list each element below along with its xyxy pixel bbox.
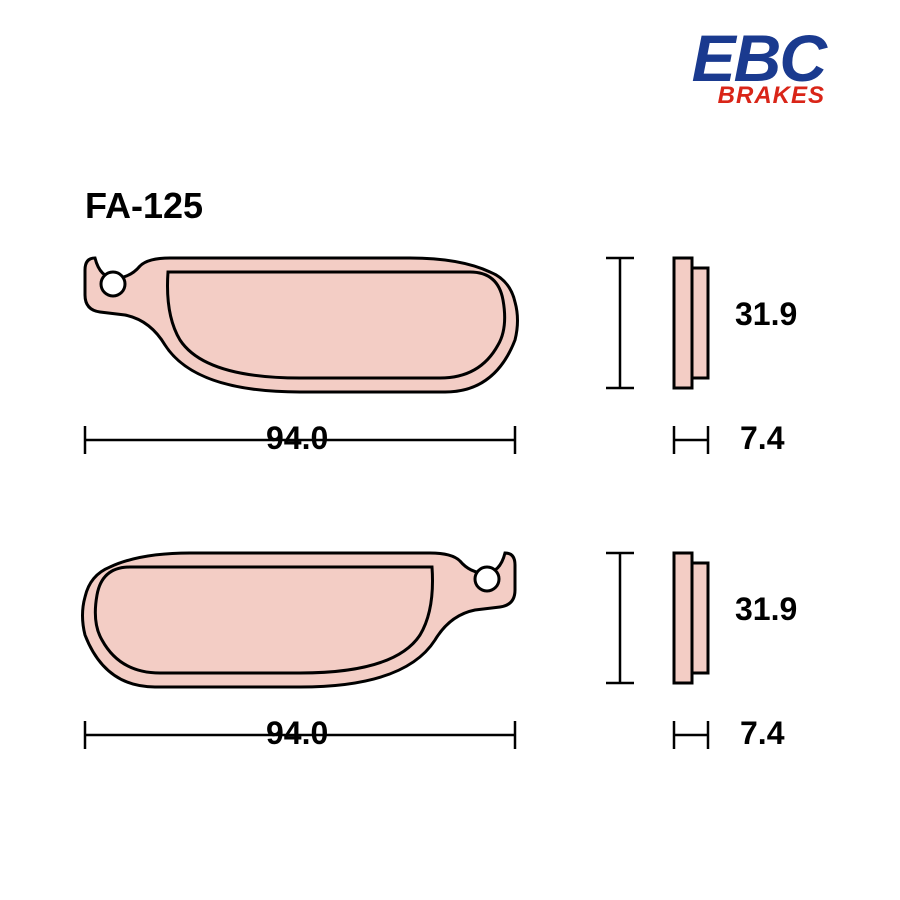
dim-pad2-thick — [674, 721, 708, 749]
dim-pad1-height — [606, 258, 634, 388]
label-pad2-thick: 7.4 — [740, 715, 784, 752]
label-pad1-height: 31.9 — [735, 296, 797, 333]
dim-pad1-thick — [674, 426, 708, 454]
label-pad2-width: 94.0 — [266, 715, 328, 752]
pad2-side — [674, 553, 708, 683]
pad2-face — [83, 553, 516, 687]
dim-pad2-height — [606, 553, 634, 683]
label-pad1-thick: 7.4 — [740, 420, 784, 457]
pad1-side — [674, 258, 708, 388]
pad1-face — [85, 258, 518, 392]
label-pad2-height: 31.9 — [735, 591, 797, 628]
label-pad1-width: 94.0 — [266, 420, 328, 457]
